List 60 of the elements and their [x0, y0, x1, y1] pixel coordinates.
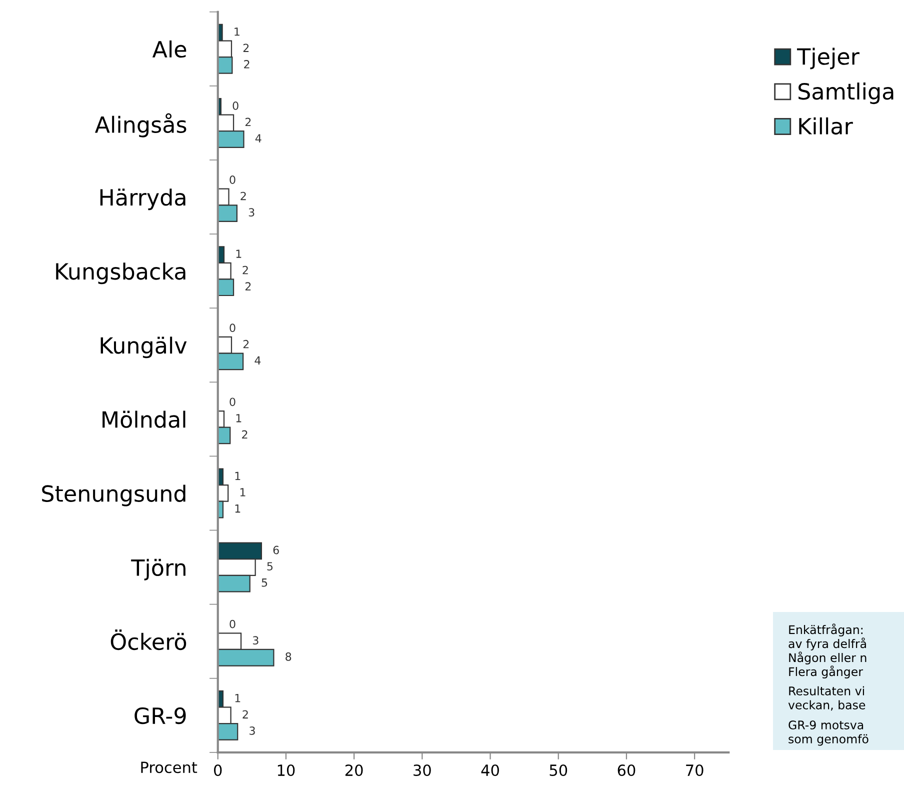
x-tick-label: 20: [345, 764, 363, 776]
data-label: 8: [286, 652, 292, 661]
data-label: 4: [255, 134, 262, 142]
text: Enkätfrågan:: [789, 624, 862, 636]
data-label: 6: [273, 546, 279, 554]
text: GR-9 motsva: [788, 720, 864, 730]
y-tick-label: Tjörn: [131, 558, 186, 580]
text: av fyra delfrå: [788, 638, 866, 650]
data-label: 4: [254, 356, 261, 364]
y-tick-label: GR-9: [134, 707, 186, 724]
data-label: 1: [236, 414, 242, 422]
x-tick-label: 10: [278, 764, 295, 776]
y-tick-label: Ale: [152, 40, 186, 58]
data-label: 2: [242, 266, 248, 274]
data-label: 2: [242, 710, 248, 718]
y-tick-label: Kungsbacka: [56, 262, 186, 284]
data-label: 2: [243, 44, 249, 52]
data-label: 0: [230, 324, 236, 332]
data-label: 1: [234, 28, 240, 36]
y-tick-label: Stenungsund: [42, 484, 186, 506]
data-label: 2: [244, 60, 250, 68]
x-tick-label: 70: [686, 764, 704, 776]
x-tick-label: 0: [214, 764, 222, 776]
legend-label: Samtliga: [798, 82, 894, 104]
y-tick-label: Kungälv: [100, 336, 187, 358]
data-label: 1: [236, 250, 242, 258]
data-label: 2: [240, 192, 246, 200]
y-tick-label: Härryda: [100, 188, 186, 210]
data-label: 0: [230, 176, 236, 184]
x-tick-label: 60: [618, 764, 636, 776]
data-label: 2: [245, 118, 251, 126]
legend-label: Killar: [799, 117, 853, 135]
y-tick-label: Öckerö: [110, 630, 186, 650]
data-label: 2: [242, 430, 248, 439]
text: veckan, base: [788, 700, 866, 711]
data-label: 3: [250, 726, 255, 735]
y-tick-label: Alingsås: [94, 113, 186, 138]
data-label: 1: [235, 472, 240, 480]
x-tick-label: 50: [550, 764, 568, 776]
data-label: 5: [262, 578, 268, 587]
text: Resultaten vi: [789, 686, 864, 696]
x-tick-label: 30: [414, 764, 431, 776]
text: Flera gånger: [789, 666, 863, 678]
data-label: 3: [248, 208, 254, 217]
data-label: 1: [235, 504, 240, 513]
data-label: 0: [230, 398, 236, 406]
x-tick-label: 40: [481, 764, 499, 776]
data-label: 5: [267, 562, 273, 570]
data-label: 1: [240, 488, 246, 496]
x-axis-title: Procent: [141, 762, 198, 774]
data-label: 1: [235, 694, 240, 702]
data-label: 2: [243, 340, 249, 348]
legend-label: Tjejer: [796, 48, 860, 70]
text: som genomfö: [788, 734, 868, 746]
data-label: 3: [252, 636, 258, 645]
y-tick-label: Mölndal: [102, 410, 186, 428]
data-label: 2: [245, 282, 251, 290]
text: Någon eller n: [789, 652, 866, 664]
data-label: 0: [230, 620, 236, 628]
data-label: 0: [232, 101, 238, 110]
